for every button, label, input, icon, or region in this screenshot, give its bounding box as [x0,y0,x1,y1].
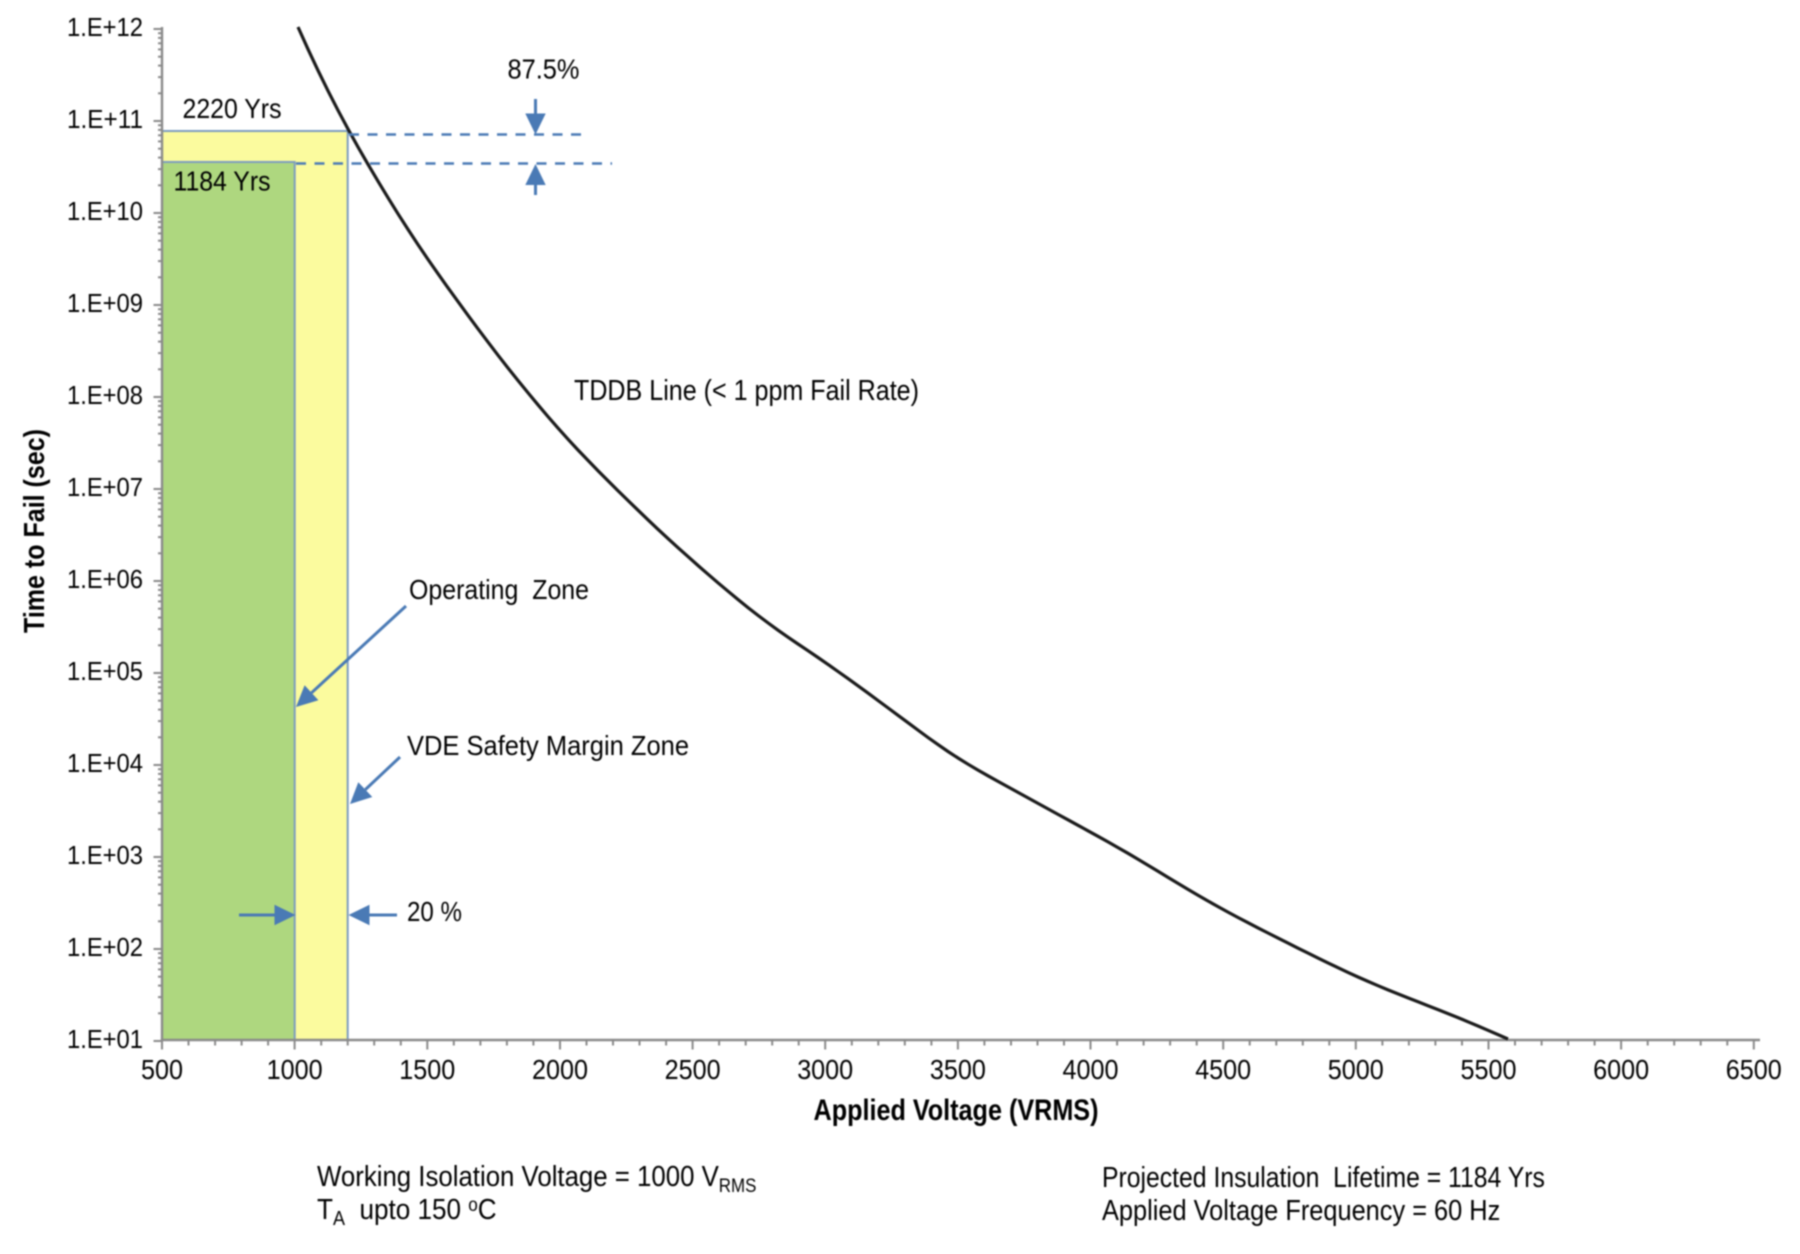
svg-text:1.E+07: 1.E+07 [67,472,143,502]
svg-text:1.E+06: 1.E+06 [67,564,143,594]
svg-text:20 %: 20 % [407,896,462,927]
svg-text:1.E+11: 1.E+11 [67,104,143,134]
svg-text:1.E+03: 1.E+03 [67,840,143,870]
svg-text:87.5%: 87.5% [508,54,580,85]
svg-text:6000: 6000 [1593,1054,1649,1085]
svg-text:3000: 3000 [797,1054,853,1085]
svg-text:5000: 5000 [1328,1054,1384,1085]
svg-text:2500: 2500 [665,1054,721,1085]
svg-text:TDDB Line (< 1 ppm Fail Rate): TDDB Line (< 1 ppm Fail Rate) [574,375,919,407]
svg-text:TA upto 150 oC: TA upto 150 oC [317,1193,497,1231]
svg-text:1.E+08: 1.E+08 [67,380,143,410]
svg-text:1500: 1500 [399,1054,455,1085]
svg-text:Applied Voltage Frequency = 60: Applied Voltage Frequency = 60 Hz [1102,1193,1500,1226]
svg-text:Time to Fail (sec): Time to Fail (sec) [19,429,51,633]
svg-text:Applied Voltage (VRMS): Applied Voltage (VRMS) [814,1094,1099,1127]
svg-text:1184 Yrs: 1184 Yrs [174,166,271,197]
svg-text:4500: 4500 [1195,1054,1251,1085]
svg-text:1.E+10: 1.E+10 [67,196,143,226]
svg-text:1.E+09: 1.E+09 [67,288,143,318]
svg-text:1.E+05: 1.E+05 [67,656,143,686]
svg-text:Working Isolation Voltage = 10: Working Isolation Voltage = 1000 VRMS [317,1160,756,1197]
svg-text:Projected Insulation Lifetime: Projected Insulation Lifetime = 1184 Yrs [1102,1161,1545,1193]
svg-text:2220 Yrs: 2220 Yrs [183,93,282,124]
svg-text:1.E+02: 1.E+02 [67,932,143,962]
svg-text:500: 500 [141,1054,183,1085]
svg-text:4000: 4000 [1063,1054,1119,1085]
svg-text:1000: 1000 [267,1054,323,1085]
svg-text:Operating Zone: Operating Zone [409,574,589,605]
svg-text:6500: 6500 [1726,1054,1782,1085]
svg-text:2000: 2000 [532,1054,588,1085]
svg-text:5500: 5500 [1461,1054,1517,1085]
svg-text:3500: 3500 [930,1054,986,1085]
svg-text:1.E+04: 1.E+04 [67,748,143,778]
svg-text:VDE Safety Margin Zone: VDE Safety Margin Zone [407,730,689,761]
svg-text:1.E+01: 1.E+01 [67,1024,143,1054]
svg-text:1.E+12: 1.E+12 [67,12,143,42]
